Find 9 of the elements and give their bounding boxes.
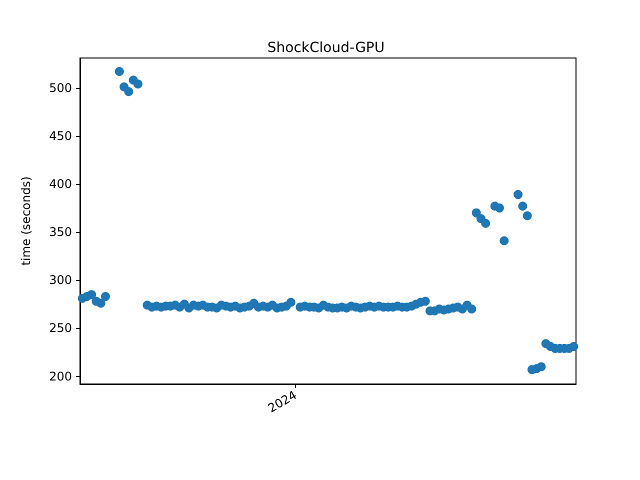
- y-tick-label: 300: [49, 273, 72, 288]
- y-tick-label: 250: [49, 321, 72, 336]
- y-tick-label: 500: [49, 80, 72, 95]
- chart-title: ShockCloud-GPU: [267, 40, 385, 56]
- y-tick-label: 400: [49, 176, 72, 191]
- y-tick-label: 200: [49, 369, 72, 384]
- y-tick-label: 350: [49, 225, 72, 240]
- y-axis-title: time (seconds): [19, 176, 33, 266]
- y-tick-label: 450: [49, 128, 72, 143]
